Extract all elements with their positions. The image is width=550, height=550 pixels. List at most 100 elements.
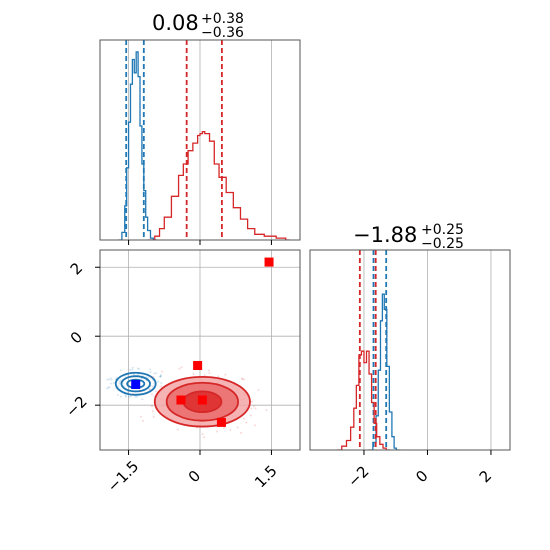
- scatter-x-tick-label: −1.5: [104, 457, 142, 495]
- scatter-point-0: [116, 393, 119, 396]
- scatter-point-0: [110, 382, 113, 385]
- scatter-point-1: [152, 376, 155, 379]
- scatter-point-1: [150, 405, 153, 408]
- scatter-point-1: [265, 409, 268, 412]
- marker-square: [197, 395, 207, 405]
- marker-square: [176, 395, 186, 405]
- panel-top-left-title: 0.08: [152, 11, 199, 35]
- scatter-point-1: [192, 373, 195, 376]
- scatter-point-1: [139, 390, 142, 393]
- scatter-point-0: [159, 375, 162, 378]
- scatter-point-1: [236, 426, 239, 429]
- marker-square: [193, 361, 203, 371]
- scatter-point-1: [245, 421, 248, 424]
- scatter-point-1: [152, 416, 155, 419]
- scatter-point-0: [136, 373, 139, 376]
- contour-level-0-2: [114, 371, 157, 396]
- contour-level-0-1: [120, 375, 151, 393]
- scatter-point-0: [159, 374, 162, 377]
- scatter-point-0: [138, 368, 141, 371]
- scatter-point-1: [240, 431, 243, 434]
- scatter-point-1: [203, 436, 206, 439]
- scatter-point-0: [134, 395, 137, 398]
- scatter-point-1: [224, 373, 227, 376]
- scatter-point-1: [161, 370, 164, 373]
- scatter-point-1: [180, 366, 183, 369]
- scatter-point-0: [118, 381, 121, 384]
- panel-bottom-right-histogram: −2 0 2: [309, 249, 511, 491]
- hist-bottom-right-x-tick-label: 2: [476, 467, 495, 486]
- scatter-point-0: [131, 368, 134, 371]
- panel-top-left-title-upper: +0.38: [201, 11, 244, 27]
- panel-top-left-histogram: [99, 39, 301, 245]
- scatter-point-1: [241, 378, 244, 381]
- scatter-point-1: [250, 400, 253, 403]
- scatter-point-1: [250, 407, 253, 410]
- histogram-series-1: [336, 350, 391, 450]
- scatter-point-0: [126, 391, 129, 394]
- scatter-point-0: [129, 395, 132, 398]
- scatter-point-1: [252, 405, 255, 408]
- panel-bottom-right-title-upper: +0.25: [421, 222, 464, 238]
- scatter-point-1: [243, 417, 246, 420]
- scatter-point-0: [136, 395, 139, 398]
- scatter-point-0: [151, 385, 154, 388]
- scatter-point-0: [149, 371, 152, 374]
- panel-frame: [309, 249, 511, 451]
- scatter-point-0: [160, 382, 163, 385]
- scatter-point-0: [108, 386, 111, 389]
- panel-bottom-left-scatter: −1.5 0 1.5 −2 0 2: [62, 249, 301, 496]
- scatter-point-1: [257, 389, 260, 392]
- scatter-point-0: [157, 380, 160, 383]
- scatter-y-tick-label: 0: [67, 328, 86, 347]
- scatter-point-0: [128, 395, 131, 398]
- scatter-point-1: [229, 428, 232, 431]
- scatter-x-tick-label: 1.5: [251, 462, 281, 492]
- scatter-point-1: [254, 407, 257, 410]
- scatter-point-1: [241, 377, 244, 380]
- scatter-point-0: [109, 377, 112, 380]
- marker-square: [216, 417, 226, 427]
- scatter-point-1: [178, 367, 181, 370]
- scatter-point-1: [140, 415, 143, 418]
- scatter-point-0: [148, 368, 151, 371]
- plot-area: [100, 250, 300, 450]
- scatter-point-0: [119, 379, 122, 382]
- scatter-point-0: [108, 378, 111, 381]
- scatter-point-1: [207, 369, 210, 372]
- hist-bottom-right-x-tick-label: 0: [412, 467, 431, 486]
- scatter-point-1: [253, 424, 256, 427]
- scatter-point-1: [201, 433, 204, 436]
- scatter-point-1: [203, 374, 206, 377]
- scatter-point-1: [223, 427, 226, 430]
- scatter-y-tick-label: 2: [67, 259, 86, 278]
- scatter-point-1: [176, 428, 179, 431]
- scatter-point-0: [155, 372, 158, 375]
- scatter-point-0: [159, 375, 162, 378]
- scatter-point-1: [160, 385, 163, 388]
- scatter-point-0: [159, 375, 162, 378]
- scatter-point-0: [154, 390, 157, 393]
- scatter-point-0: [153, 382, 156, 385]
- plot-area: [118, 40, 290, 240]
- scatter-point-1: [150, 376, 153, 379]
- scatter-point-1: [217, 375, 220, 378]
- scatter-point-0: [119, 369, 122, 372]
- scatter-point-0: [153, 372, 156, 375]
- scatter-point-0: [131, 366, 134, 369]
- scatter-point-1: [149, 388, 152, 391]
- scatter-point-0: [106, 378, 109, 381]
- panel-top-left-title-lower: −0.36: [201, 25, 244, 41]
- histogram-series-1: [147, 131, 290, 240]
- scatter-point-0: [112, 382, 115, 385]
- marker-square: [131, 379, 141, 389]
- scatter-point-1: [141, 419, 144, 422]
- scatter-y-tick-label: −2: [62, 392, 90, 420]
- scatter-point-1: [208, 372, 211, 375]
- scatter-point-0: [107, 386, 110, 389]
- scatter-point-1: [151, 393, 154, 396]
- scatter-point-1: [151, 410, 154, 413]
- scatter-point-1: [243, 378, 246, 381]
- scatter-point-0: [117, 385, 120, 388]
